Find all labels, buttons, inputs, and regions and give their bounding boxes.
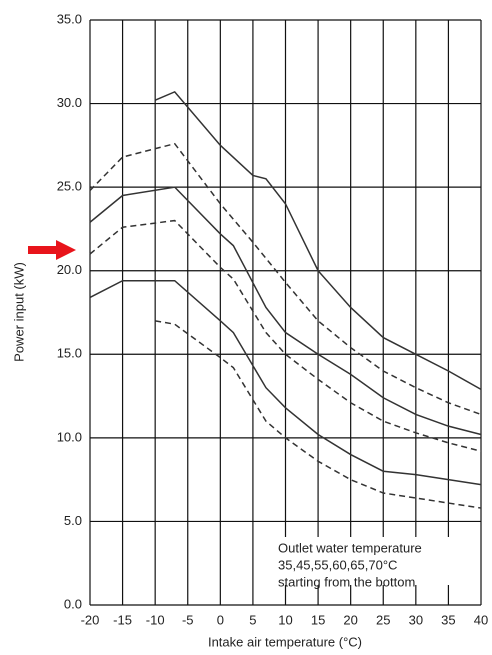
y-tick-label: 10.0 (57, 429, 82, 444)
annotation: starting from the bottom (278, 574, 415, 589)
x-tick-label: 15 (311, 612, 325, 627)
x-tick-label: 0 (217, 612, 224, 627)
y-tick-label: 30.0 (57, 95, 82, 110)
y-tick-label: 20.0 (57, 262, 82, 277)
x-tick-label: -20 (81, 612, 100, 627)
x-tick-label: 35 (441, 612, 455, 627)
annotation-box (274, 537, 480, 585)
x-tick-label: 30 (409, 612, 423, 627)
annotation: Outlet water temperature (278, 540, 422, 555)
series-line (89, 186, 482, 436)
annotation: 35,45,55,60,65,70°C (278, 557, 397, 572)
x-tick-label: -15 (113, 612, 132, 627)
y-tick-label: 25.0 (57, 179, 82, 194)
series-line (154, 90, 482, 391)
x-tick-label: -10 (146, 612, 165, 627)
series-line (155, 320, 482, 509)
series-line (89, 142, 482, 416)
series-line (89, 219, 482, 452)
x-axis-label: Intake air temperature (°C) (208, 634, 362, 649)
x-tick-label: 25 (376, 612, 390, 627)
red-arrow (28, 240, 76, 260)
x-tick-label: 20 (343, 612, 357, 627)
x-tick-label: 5 (249, 612, 256, 627)
y-tick-label: 15.0 (57, 346, 82, 361)
series-line (89, 279, 482, 486)
x-tick-label: 10 (278, 612, 292, 627)
y-axis-label: Power input (kW) (11, 262, 26, 362)
x-tick-label: -5 (182, 612, 194, 627)
y-tick-label: 5.0 (64, 513, 82, 528)
y-tick-label: 35.0 (57, 11, 82, 26)
y-tick-label: 0.0 (64, 596, 82, 611)
x-tick-label: 40 (474, 612, 488, 627)
